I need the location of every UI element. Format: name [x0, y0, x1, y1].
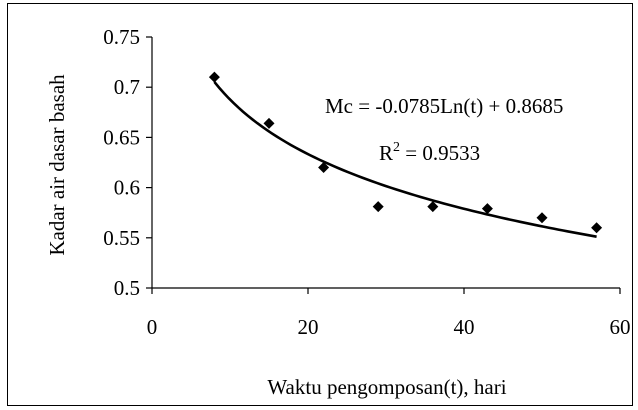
x-axis-label: Waktu pengomposan(t), hari	[267, 375, 506, 399]
data-point	[318, 162, 330, 174]
y-tick-label: 0.7	[114, 75, 140, 99]
x-tick-label: 0	[147, 315, 158, 339]
trendline	[213, 81, 597, 238]
data-point	[536, 212, 548, 224]
trend-equation: Mc = -0.0785Ln(t) + 0.8685	[325, 94, 563, 118]
x-ticks: 0 20 40 60	[147, 288, 631, 339]
x-tick-label: 20	[298, 315, 319, 339]
chart-frame	[7, 3, 633, 406]
axes	[151, 37, 620, 289]
x-tick-label: 40	[454, 315, 475, 339]
data-point	[427, 201, 439, 213]
y-tick-label: 0.75	[103, 25, 140, 49]
data-point	[591, 222, 603, 234]
y-tick-label: 0.6	[114, 176, 140, 200]
r-squared: R2 = 0.9533	[379, 140, 480, 165]
data-point	[481, 203, 493, 215]
data-point	[372, 201, 384, 213]
r-squared-superscript: 2	[393, 140, 400, 155]
y-axis-label: Kadar air dasar basah	[45, 74, 69, 256]
r-squared-prefix: R	[379, 141, 393, 165]
y-tick-label: 0.55	[103, 226, 140, 250]
data-point	[208, 71, 220, 83]
data-point	[263, 117, 275, 129]
r-squared-value: = 0.9533	[400, 141, 480, 165]
y-ticks: 0.5 0.55 0.6 0.65 0.7 0.75	[103, 25, 152, 300]
data-points	[208, 71, 603, 234]
x-tick-label: 60	[610, 315, 631, 339]
y-tick-label: 0.65	[103, 125, 140, 149]
y-tick-label: 0.5	[114, 276, 140, 300]
